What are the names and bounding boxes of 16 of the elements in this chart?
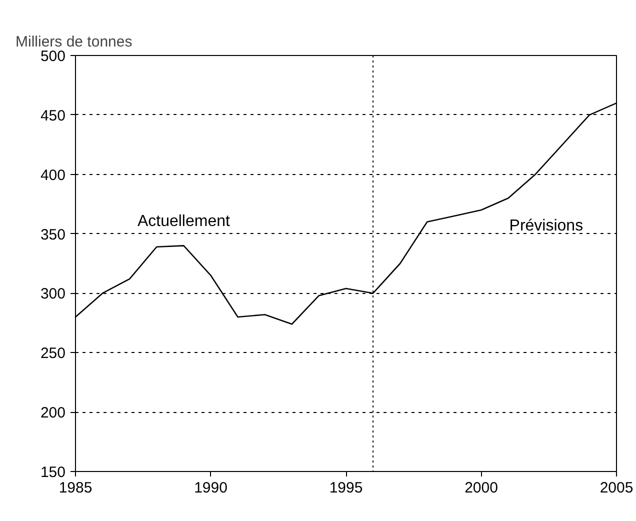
y-tick-label: 150 [40, 464, 66, 481]
annotation: Actuellement [137, 213, 230, 230]
x-tick-label: 1990 [194, 480, 228, 496]
y-tick-label: 400 [40, 166, 66, 184]
x-tick-label: 2005 [600, 480, 634, 496]
y-tick-label: 450 [40, 107, 66, 124]
x-tick-label: 2000 [464, 480, 498, 496]
y-tick-label: 300 [40, 286, 66, 303]
annotation: Prévisions [509, 217, 584, 234]
y-tick-label: 250 [40, 345, 66, 362]
y-axis-title: Milliers de tonnes [16, 34, 132, 50]
y-tick-label: 350 [40, 226, 66, 244]
x-tick-label: 1995 [329, 480, 363, 496]
x-tick-label: 1985 [58, 480, 92, 496]
y-tick-label: 500 [40, 48, 66, 65]
y-tick-label: 200 [40, 404, 66, 422]
